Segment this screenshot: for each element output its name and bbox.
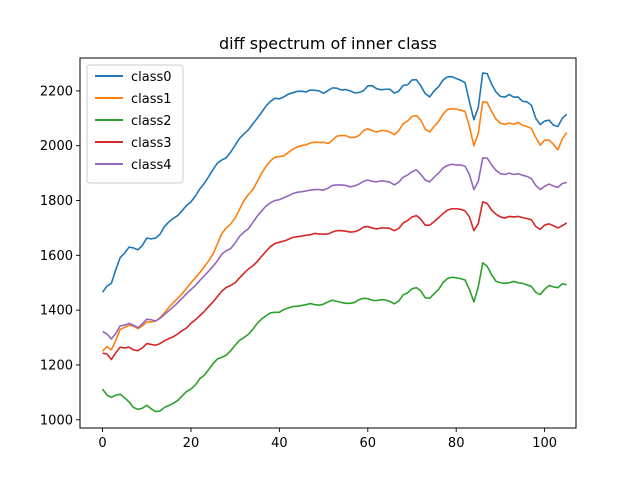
y-tick-label: 1200	[40, 358, 73, 373]
x-tick-label: 80	[448, 436, 465, 451]
legend-label-class1: class1	[131, 92, 172, 107]
legend-label-class2: class2	[131, 114, 172, 129]
legend-label-class3: class3	[131, 136, 172, 151]
series-line-class0	[101, 72, 568, 293]
series-line-class2	[101, 261, 567, 413]
x-tick-label: 100	[532, 436, 557, 451]
y-axis-ticks: 1000 1200 1400 1600 1800 2000 2200	[40, 84, 80, 428]
x-tick-label: 60	[360, 436, 377, 451]
series-line-class4	[102, 157, 567, 340]
x-tick-label: 0	[98, 436, 106, 451]
series-line-class3	[102, 201, 568, 361]
y-tick-label: 2000	[40, 139, 73, 154]
x-tick-label: 20	[183, 436, 200, 451]
legend-label-class0: class0	[131, 70, 172, 85]
y-tick-label: 1600	[40, 249, 73, 264]
y-tick-label: 2200	[40, 84, 73, 99]
legend: class0 class1 class2 class3 class4	[86, 64, 184, 184]
legend-box	[86, 64, 184, 184]
x-tick-label: 40	[271, 436, 288, 451]
y-tick-label: 1800	[40, 194, 73, 209]
x-axis-ticks: 0 20 40 60 80 100	[98, 428, 557, 451]
legend-label-class4: class4	[131, 158, 172, 173]
y-tick-label: 1000	[40, 413, 73, 428]
chart-title: diff spectrum of inner class	[219, 34, 437, 53]
plot-lines	[101, 72, 568, 413]
series-line-class1	[101, 101, 568, 352]
y-tick-label: 1400	[40, 304, 73, 319]
plot-frame	[79, 57, 577, 429]
